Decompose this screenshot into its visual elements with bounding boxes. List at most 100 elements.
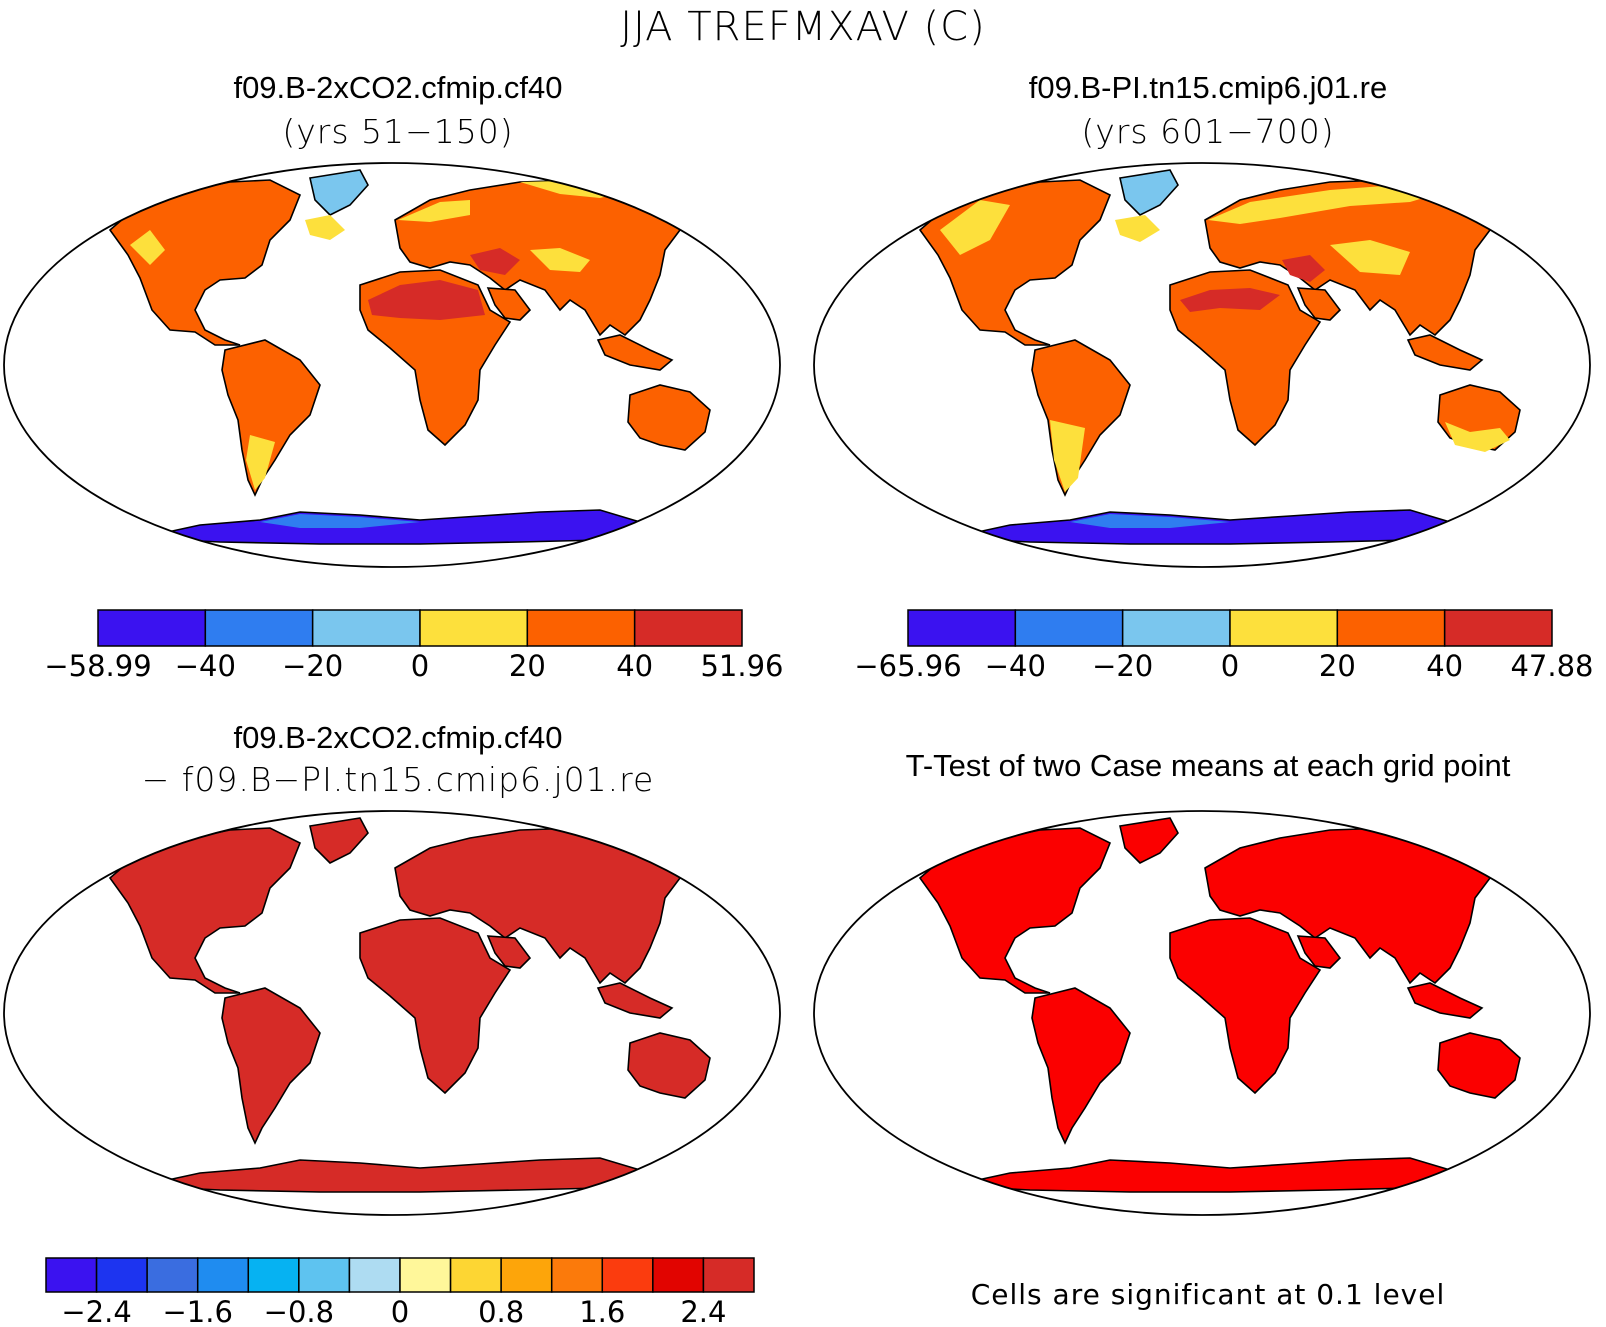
- colorbar-label-2: −20: [282, 649, 343, 683]
- colorbar-box-0: [45, 1257, 98, 1293]
- colorbar-diff: −2.4 −1.6 −0.8 0 0.8 1.6 2.4: [45, 1257, 755, 1327]
- indonesia-shape: [1406, 334, 1484, 371]
- region-hot-4: [1282, 255, 1325, 282]
- colorbar-box-4: [526, 609, 636, 647]
- region-hot-5: [470, 248, 520, 275]
- map-contents: [108, 169, 711, 545]
- africa-shape: [359, 917, 512, 1095]
- map-contents: [918, 169, 1521, 545]
- colorbar-box-5: [298, 1257, 351, 1293]
- colorbar-label-1: −40: [175, 649, 236, 683]
- colorbar-case1: −58.99 −40 −20 0 20 40 51.96: [44, 609, 784, 683]
- colorbar-box-4: [247, 1257, 300, 1293]
- panel-subtitle-case1: (yrs 51−150): [282, 112, 514, 151]
- region-warm-7: [305, 215, 345, 240]
- map-contents: [918, 817, 1521, 1193]
- panel-subtitle-case2: (yrs 601−700): [1081, 112, 1335, 151]
- southAmerica-shape: [221, 339, 321, 497]
- region-hot-4: [368, 280, 485, 320]
- panel-subtitle-diff: − f09.B−PI.tn15.cmip6.j01.re: [141, 760, 655, 799]
- colorbar-label-0: −65.96: [854, 649, 961, 683]
- region-warm-1: [1208, 184, 1450, 224]
- significance-note: Cells are significant at 0.1 level: [970, 1278, 1446, 1311]
- panel-title-diff: f09.B-2xCO2.cfmip.cf40: [233, 720, 563, 755]
- colorbar-box-9: [500, 1257, 553, 1293]
- africa-shape: [1169, 917, 1322, 1095]
- colorbar-box-7: [399, 1257, 452, 1293]
- arabia-shape: [486, 287, 532, 321]
- colorbar-label-4: 0.8: [478, 1295, 524, 1327]
- colorbar-label-1: −1.6: [163, 1295, 233, 1327]
- map-frame: [3, 810, 781, 1216]
- region-warm-6: [1445, 422, 1510, 452]
- region-warm-0: [130, 230, 165, 265]
- arabia-shape: [1296, 287, 1342, 321]
- colorbar-box-13: [702, 1257, 755, 1293]
- colorbar-box-5: [633, 609, 743, 647]
- colorbar-box-0: [97, 609, 207, 647]
- arabia-shape: [1296, 935, 1342, 969]
- colorbar-label-3: 0: [391, 1295, 409, 1327]
- colorbar-label-6: 51.96: [700, 649, 783, 683]
- colorbar-label-3: 0: [1221, 649, 1239, 683]
- southAmerica-shape: [221, 987, 321, 1145]
- antarctica-shape: [139, 509, 663, 545]
- colorbar-box-2: [146, 1257, 199, 1293]
- antarctica-coast-band: [1070, 514, 1230, 528]
- colorbar-box-3: [419, 609, 529, 647]
- greenland-shape: [309, 169, 369, 216]
- southAmerica-shape: [1031, 987, 1131, 1145]
- colorbar-label-2: −20: [1092, 649, 1153, 683]
- colorbar-box-6: [348, 1257, 401, 1293]
- panel-title-case1: f09.B-2xCO2.cfmip.cf40: [233, 70, 563, 105]
- australia-shape: [627, 384, 711, 451]
- region-warm-0: [940, 200, 1010, 255]
- region-warm-3: [530, 248, 590, 272]
- map-frame: [3, 162, 781, 568]
- region-warm-5: [1050, 420, 1085, 492]
- map-diff: [3, 810, 781, 1216]
- colorbar-label-0: −58.99: [44, 649, 151, 683]
- colorbar-label-4: 20: [509, 649, 546, 683]
- africa-shape: [1169, 269, 1322, 447]
- northAmerica-shape: [918, 827, 1112, 994]
- australia-shape: [1437, 1032, 1521, 1099]
- colorbar-box-1: [1014, 609, 1124, 647]
- map-case1: [3, 162, 781, 568]
- colorbar-label-5: 1.6: [579, 1295, 625, 1327]
- panel-title-case2: f09.B-PI.tn15.cmip6.j01.re: [1028, 70, 1388, 105]
- greenland-shape: [1119, 817, 1179, 864]
- colorbar-box-3: [196, 1257, 250, 1293]
- colorbar-box-8: [449, 1257, 502, 1293]
- colorbar-box-11: [601, 1257, 654, 1293]
- colorbar-label-3: 0: [411, 649, 429, 683]
- colorbar-label-1: −40: [985, 649, 1046, 683]
- arabia-shape: [486, 935, 532, 969]
- southAmerica-shape: [1031, 339, 1131, 497]
- indonesia-shape: [1406, 982, 1484, 1019]
- antarctica-shape: [139, 1157, 663, 1193]
- region-warm-2: [1330, 240, 1410, 275]
- region-warm-1: [398, 200, 470, 222]
- colorbar-box-1: [204, 609, 314, 647]
- colorbar-box-3: [1229, 609, 1339, 647]
- figure-title: JJA TREFMXAV (C): [620, 4, 986, 50]
- colorbar-box-1: [95, 1257, 148, 1293]
- indonesia-shape: [596, 334, 674, 371]
- colorbar-box-2: [1121, 609, 1231, 647]
- colorbar-label-2: −0.8: [264, 1295, 334, 1327]
- region-warm-7: [1115, 215, 1160, 242]
- map-frame: [813, 810, 1591, 1216]
- colorbar-label-5: 40: [616, 649, 653, 683]
- colorbar-case2: −65.96 −40 −20 0 20 40 47.88: [854, 609, 1594, 683]
- colorbar-label-6: 2.4: [680, 1295, 726, 1327]
- antarctica-coast-band: [260, 514, 420, 528]
- colorbar-box-2: [311, 609, 421, 647]
- colorbar-label-5: 40: [1426, 649, 1463, 683]
- northAmerica-shape: [108, 827, 302, 994]
- map-frame: [813, 162, 1591, 568]
- map-contents: [108, 817, 711, 1193]
- greenland-shape: [1119, 169, 1179, 216]
- colorbar-box-10: [550, 1257, 604, 1293]
- panel-title-ttest: T-Test of two Case means at each grid po…: [905, 748, 1511, 783]
